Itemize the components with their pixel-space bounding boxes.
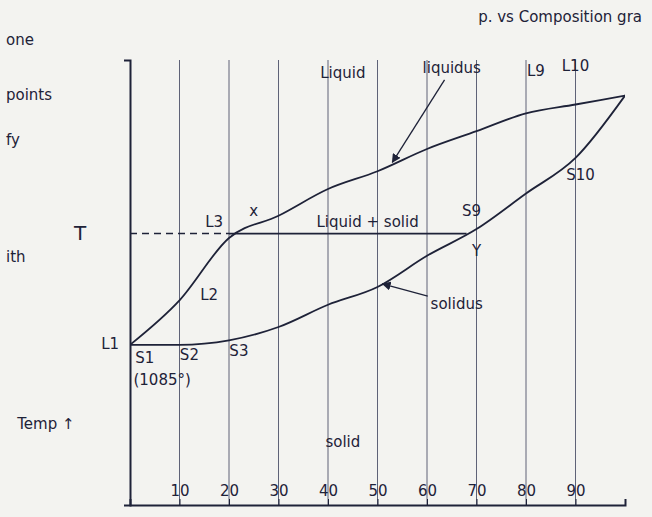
x-tick-label: 90 xyxy=(566,482,585,500)
grid-line xyxy=(575,60,576,505)
grid xyxy=(180,60,576,505)
y-axis xyxy=(124,61,131,506)
x-tick-label: 50 xyxy=(368,482,387,500)
x-tick: 10 xyxy=(170,482,189,505)
plot-area xyxy=(130,96,625,345)
margin-note: ith xyxy=(6,248,26,266)
annotation: S10 xyxy=(566,166,595,184)
y-axis-line xyxy=(124,61,131,506)
temperature-line xyxy=(130,233,229,235)
margin-note: points xyxy=(6,86,52,104)
x-tick: 70 xyxy=(467,482,486,505)
x-tick-label: 20 xyxy=(220,482,239,500)
x-tick-label: 10 xyxy=(170,482,189,500)
x-axis: 10 20 30 40 50 60 70 80 90 xyxy=(131,482,626,506)
x-tick-label: 80 xyxy=(517,482,536,500)
x-tick: 30 xyxy=(269,482,288,505)
temperature-label: T xyxy=(73,221,87,245)
leader-arrow xyxy=(382,284,427,296)
x-tick: 90 xyxy=(566,482,585,505)
x-tick: 80 xyxy=(517,482,536,505)
x-tick: 60 xyxy=(418,482,437,505)
labels: T Liquid L9 L10 L3 x Liquid + solid L2 L1 S1 (1085… xyxy=(6,8,642,451)
annotation: L9 xyxy=(527,62,545,80)
grid-line xyxy=(377,60,378,505)
annotation: x xyxy=(249,202,258,220)
x-tick-label: 70 xyxy=(467,482,486,500)
grid-line xyxy=(526,60,527,505)
annotation: L1 xyxy=(101,335,119,353)
curve-1 xyxy=(130,96,625,345)
curve-0 xyxy=(130,96,625,345)
chart: 10 20 30 40 50 60 70 80 90 T Liquid L9 L10 L3 x Liquid … xyxy=(0,0,652,517)
margin-note: fy xyxy=(6,131,20,149)
grid-line xyxy=(179,60,180,505)
annotation: S1 xyxy=(135,349,154,367)
curve-label: liquidus xyxy=(423,59,482,77)
annotation: L10 xyxy=(562,57,589,75)
tie-line xyxy=(229,233,467,235)
leader-arrow xyxy=(392,80,444,162)
annotation: Y xyxy=(471,242,482,260)
x-tick: 20 xyxy=(220,482,239,505)
x-tick: 50 xyxy=(368,482,387,505)
x-tick-label: 60 xyxy=(418,482,437,500)
x-tick-label: 40 xyxy=(319,482,338,500)
annotation: L3 xyxy=(205,213,223,231)
annotation: Temp ↑ xyxy=(16,415,74,433)
annotation: (1085°) xyxy=(133,371,190,389)
annotation: solid xyxy=(325,433,360,451)
annotation: S3 xyxy=(229,342,248,360)
grid-line xyxy=(278,60,279,505)
header-fragment: p. vs Composition gra xyxy=(478,8,642,26)
grid-line xyxy=(476,60,477,505)
margin-note: one xyxy=(6,31,34,49)
grid-line xyxy=(427,60,428,505)
annotation: S2 xyxy=(180,346,199,364)
annotation: Liquid + solid xyxy=(316,213,418,231)
curve-label: solidus xyxy=(431,295,483,313)
grid-line xyxy=(229,60,230,505)
x-tick-label: 30 xyxy=(269,482,288,500)
annotation: S9 xyxy=(462,202,481,220)
x-tick: 40 xyxy=(319,482,338,505)
annotation: Liquid xyxy=(320,64,365,82)
annotation: L2 xyxy=(200,286,218,304)
